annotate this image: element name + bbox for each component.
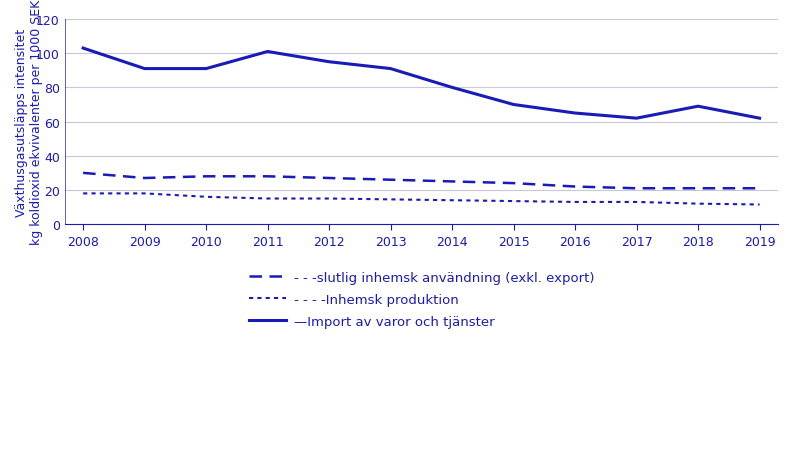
Legend: - - -slutlig inhemsk användning (exkl. export), - - - -Inhemsk produktion, —Impo: - - -slutlig inhemsk användning (exkl. e… (243, 266, 600, 334)
Y-axis label: Växthusgasutsläpps intensitet
kg koldioxid ekvivalenter per 1000 SEK: Växthusgasutsläpps intensitet kg koldiox… (15, 0, 43, 245)
